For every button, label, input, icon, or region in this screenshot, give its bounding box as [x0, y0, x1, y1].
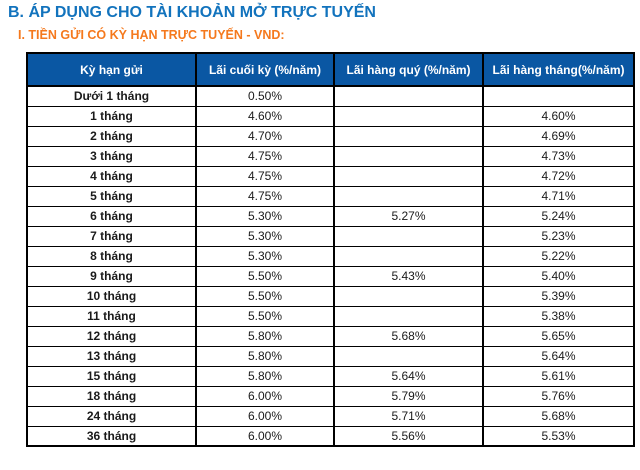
table-row: 7 tháng 5.30% 5.23%	[26, 225, 635, 247]
rate-cell: 5.40%	[482, 265, 635, 287]
rate-cell: 5.50%	[195, 305, 335, 327]
rates-table: Kỳ hạn gửi Lãi cuối kỳ (%/năm) Lãi hàng qu…	[26, 52, 635, 447]
rate-cell: 5.68%	[333, 325, 484, 347]
table-row: 3 tháng 4.75% 4.73%	[26, 145, 635, 167]
rate-cell: 5.50%	[195, 285, 335, 307]
rate-cell: 5.61%	[482, 365, 635, 387]
column-header: Lãi hàng quý (%/năm)	[333, 53, 484, 87]
table-row: 24 tháng 6.00% 5.71% 5.68%	[26, 405, 635, 427]
rate-cell	[333, 245, 484, 267]
page-title: B. ÁP DỤNG CHO TÀI KHOẢN MỞ TRỰC TUYẾN	[8, 4, 376, 21]
rate-cell: 5.56%	[333, 425, 484, 447]
rate-cell: 4.75%	[195, 145, 335, 167]
rate-cell: 5.64%	[333, 365, 484, 387]
rate-cell: 5.65%	[482, 325, 635, 347]
table-row: 4 tháng 4.75% 4.72%	[26, 165, 635, 187]
rate-cell: 4.75%	[195, 165, 335, 187]
term-cell: 36 tháng	[26, 425, 197, 447]
rate-cell: 4.60%	[482, 105, 635, 127]
rates-table-header-row: Kỳ hạn gửi Lãi cuối kỳ (%/năm) Lãi hàng qu…	[26, 53, 635, 87]
term-cell: Dưới 1 tháng	[26, 85, 197, 107]
rate-cell: 6.00%	[195, 385, 335, 407]
rate-cell	[333, 165, 484, 187]
rate-cell	[333, 225, 484, 247]
rate-cell: 5.71%	[333, 405, 484, 427]
rate-cell: 4.75%	[195, 185, 335, 207]
rate-cell: 5.79%	[333, 385, 484, 407]
table-row: 8 tháng 5.30% 5.22%	[26, 245, 635, 267]
rate-cell: 0.50%	[195, 85, 335, 107]
term-cell: 15 tháng	[26, 365, 197, 387]
term-cell: 7 tháng	[26, 225, 197, 247]
rate-cell	[333, 125, 484, 147]
rate-cell: 4.70%	[195, 125, 335, 147]
rate-cell: 5.23%	[482, 225, 635, 247]
rate-cell: 5.43%	[333, 265, 484, 287]
table-row: 5 tháng 4.75% 4.71%	[26, 185, 635, 207]
section-subtitle: I. TIỀN GỬI CÓ KỲ HẠN TRỰC TUYẾN - VND:	[18, 28, 285, 42]
column-header: Kỳ hạn gửi	[26, 53, 197, 87]
rate-cell: 5.24%	[482, 205, 635, 227]
rate-cell: 4.60%	[195, 105, 335, 127]
table-row: 12 tháng 5.80% 5.68% 5.65%	[26, 325, 635, 347]
term-cell: 24 tháng	[26, 405, 197, 427]
table-row: 15 tháng 5.80% 5.64% 5.61%	[26, 365, 635, 387]
rate-cell: 5.38%	[482, 305, 635, 327]
table-row: Dưới 1 tháng 0.50%	[26, 85, 635, 107]
term-cell: 8 tháng	[26, 245, 197, 267]
rate-cell: 5.27%	[333, 205, 484, 227]
rate-cell	[333, 305, 484, 327]
term-cell: 18 tháng	[26, 385, 197, 407]
term-cell: 10 tháng	[26, 285, 197, 307]
table-row: 11 tháng 5.50% 5.38%	[26, 305, 635, 327]
column-header: Lãi cuối kỳ (%/năm)	[195, 53, 335, 87]
rate-cell: 4.72%	[482, 165, 635, 187]
rate-cell	[333, 105, 484, 127]
table-row: 18 tháng 6.00% 5.79% 5.76%	[26, 385, 635, 407]
rate-cell: 4.73%	[482, 145, 635, 167]
term-cell: 3 tháng	[26, 145, 197, 167]
rate-cell: 5.30%	[195, 245, 335, 267]
rate-cell: 5.39%	[482, 285, 635, 307]
rate-cell: 5.76%	[482, 385, 635, 407]
rate-cell: 5.22%	[482, 245, 635, 267]
term-cell: 4 tháng	[26, 165, 197, 187]
rate-cell	[333, 185, 484, 207]
rate-cell: 6.00%	[195, 405, 335, 427]
rate-cell: 5.64%	[482, 345, 635, 367]
rate-cell	[333, 145, 484, 167]
term-cell: 11 tháng	[26, 305, 197, 327]
term-cell: 2 tháng	[26, 125, 197, 147]
rate-cell: 5.80%	[195, 365, 335, 387]
rate-cell: 5.80%	[195, 325, 335, 347]
rate-cell: 4.69%	[482, 125, 635, 147]
rate-cell: 6.00%	[195, 425, 335, 447]
table-row: 1 tháng 4.60% 4.60%	[26, 105, 635, 127]
table-row: 6 tháng 5.30% 5.27% 5.24%	[26, 205, 635, 227]
term-cell: 1 tháng	[26, 105, 197, 127]
rate-cell: 5.50%	[195, 265, 335, 287]
term-cell: 13 tháng	[26, 345, 197, 367]
rate-cell: 5.68%	[482, 405, 635, 427]
table-row: 2 tháng 4.70% 4.69%	[26, 125, 635, 147]
rate-cell	[482, 85, 635, 107]
rate-cell: 4.71%	[482, 185, 635, 207]
table-row: 9 tháng 5.50% 5.43% 5.40%	[26, 265, 635, 287]
rate-cell	[333, 285, 484, 307]
rate-cell	[333, 345, 484, 367]
table-row: 36 tháng 6.00% 5.56% 5.53%	[26, 425, 635, 447]
rate-cell: 5.30%	[195, 225, 335, 247]
column-header: Lãi hàng tháng(%/năm)	[482, 53, 635, 87]
rate-cell: 5.80%	[195, 345, 335, 367]
term-cell: 5 tháng	[26, 185, 197, 207]
rate-cell: 5.30%	[195, 205, 335, 227]
term-cell: 12 tháng	[26, 325, 197, 347]
rate-cell	[333, 85, 484, 107]
table-row: 13 tháng 5.80% 5.64%	[26, 345, 635, 367]
table-row: 10 tháng 5.50% 5.39%	[26, 285, 635, 307]
term-cell: 6 tháng	[26, 205, 197, 227]
rate-cell: 5.53%	[482, 425, 635, 447]
term-cell: 9 tháng	[26, 265, 197, 287]
